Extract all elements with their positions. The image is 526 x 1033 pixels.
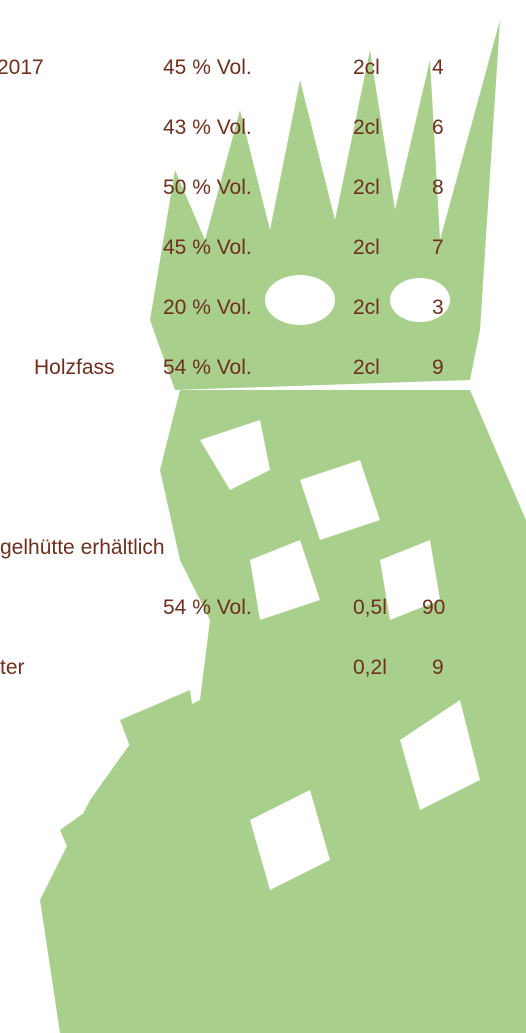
menu-abv: 54 % Vol. — [163, 596, 252, 620]
menu-volume: 0,5l — [353, 596, 387, 620]
menu-volume: 2cl — [353, 116, 380, 140]
menu-abv: 20 % Vol. — [163, 296, 252, 320]
menu-volume: 2cl — [353, 56, 380, 80]
menu-abv: 45 % Vol. — [163, 56, 252, 80]
menu-price: 9 — [432, 356, 444, 380]
menu-price: 8 — [432, 176, 444, 200]
menu-price: 6 — [432, 116, 444, 140]
menu-volume: 2cl — [353, 236, 380, 260]
menu-price: 3 — [432, 296, 444, 320]
menu-price: 7 — [432, 236, 444, 260]
menu-price: 9 — [432, 656, 444, 680]
menu-volume: 2cl — [353, 176, 380, 200]
menu-abv: 43 % Vol. — [163, 116, 252, 140]
menu-volume: 2cl — [353, 356, 380, 380]
menu-volume: 0,2l — [353, 656, 387, 680]
decor-emblem — [0, 0, 526, 1033]
menu-volume: 2cl — [353, 296, 380, 320]
page: 2017 45 % Vol. 2cl 4 43 % Vol. 2cl 6 50 % Vol. 2… — [0, 0, 526, 1033]
menu-name: 2017 — [0, 56, 44, 80]
menu-name: ter — [0, 656, 25, 680]
menu-abv: 50 % Vol. — [163, 176, 252, 200]
menu-abv: 45 % Vol. — [163, 236, 252, 260]
menu-name: gelhütte erhältlich — [0, 536, 165, 560]
menu-price: 90 — [422, 596, 445, 620]
menu-abv: 54 % Vol. — [163, 356, 252, 380]
menu-name: Holzfass — [34, 356, 115, 380]
menu-price: 4 — [432, 56, 444, 80]
